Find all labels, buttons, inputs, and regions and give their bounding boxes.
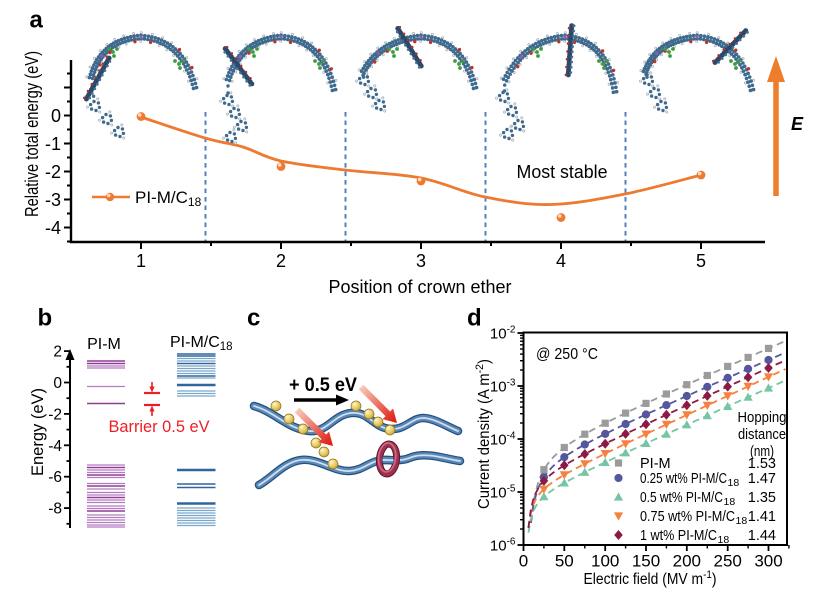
svg-text:Current density (A m-2): Current density (A m-2) bbox=[474, 359, 493, 509]
svg-text:1.44: 1.44 bbox=[748, 528, 776, 544]
svg-text:distance: distance bbox=[738, 427, 786, 443]
svg-text:-2: -2 bbox=[45, 162, 61, 182]
svg-text:-1: -1 bbox=[45, 134, 61, 154]
svg-text:18: 18 bbox=[724, 496, 736, 508]
svg-text:-4: -4 bbox=[45, 218, 61, 238]
svg-text:-4: -4 bbox=[48, 438, 62, 455]
svg-text:PI-M/C18: PI-M/C18 bbox=[170, 334, 233, 353]
svg-text:Energy (eV): Energy (eV) bbox=[29, 388, 47, 476]
svg-text:0.5 wt% PI-M/C: 0.5 wt% PI-M/C bbox=[640, 490, 723, 506]
svg-text:250: 250 bbox=[714, 552, 742, 571]
svg-text:100: 100 bbox=[591, 552, 619, 571]
svg-text:5: 5 bbox=[696, 251, 706, 271]
svg-text:18: 18 bbox=[736, 515, 748, 527]
svg-text:Barrier 0.5 eV: Barrier 0.5 eV bbox=[109, 417, 211, 436]
svg-text:Position of crown ether: Position of crown ether bbox=[328, 277, 511, 297]
svg-text:+ 0.5 eV: + 0.5 eV bbox=[289, 375, 357, 396]
svg-text:3: 3 bbox=[416, 251, 426, 271]
svg-text:PI-M: PI-M bbox=[640, 456, 671, 472]
svg-text:Relative total energy (eV): Relative total energy (eV) bbox=[22, 51, 42, 217]
svg-text:50: 50 bbox=[555, 552, 574, 571]
svg-text:-8: -8 bbox=[48, 501, 62, 518]
svg-text:b: b bbox=[38, 304, 53, 331]
svg-text:Hopping: Hopping bbox=[738, 410, 787, 426]
svg-text:0: 0 bbox=[53, 375, 62, 392]
svg-text:1: 1 bbox=[136, 251, 146, 271]
svg-text:1.47: 1.47 bbox=[748, 471, 776, 487]
svg-text:300: 300 bbox=[754, 552, 782, 571]
svg-text:0: 0 bbox=[51, 106, 61, 126]
svg-text:18: 18 bbox=[718, 534, 730, 546]
svg-text:2: 2 bbox=[53, 344, 62, 361]
svg-text:E: E bbox=[791, 114, 804, 134]
svg-text:200: 200 bbox=[673, 552, 701, 571]
svg-text:1 wt% PI-M/C: 1 wt% PI-M/C bbox=[640, 528, 717, 544]
svg-text:c: c bbox=[247, 304, 260, 331]
svg-text:4: 4 bbox=[556, 251, 566, 271]
svg-text:1.35: 1.35 bbox=[748, 490, 776, 506]
svg-text:0: 0 bbox=[519, 552, 528, 571]
svg-text:2: 2 bbox=[276, 251, 286, 271]
svg-text:-3: -3 bbox=[45, 190, 61, 210]
svg-text:a: a bbox=[30, 7, 44, 34]
svg-text:-6: -6 bbox=[48, 469, 62, 486]
svg-text:150: 150 bbox=[632, 552, 660, 571]
svg-text:Electric field (MV m-1): Electric field (MV m-1) bbox=[584, 569, 717, 588]
svg-text:PI-M/C18: PI-M/C18 bbox=[135, 188, 202, 209]
svg-text:Most stable: Most stable bbox=[517, 162, 608, 182]
svg-text:@ 250 °C: @ 250 °C bbox=[536, 346, 598, 363]
svg-text:-2: -2 bbox=[48, 406, 62, 423]
svg-text:1.53: 1.53 bbox=[748, 456, 776, 472]
svg-text:18: 18 bbox=[728, 477, 740, 489]
svg-text:(nm): (nm) bbox=[750, 444, 774, 460]
svg-text:0.75 wt% PI-M/C: 0.75 wt% PI-M/C bbox=[640, 509, 735, 525]
svg-text:PI-M: PI-M bbox=[87, 336, 121, 353]
svg-text:d: d bbox=[467, 304, 482, 331]
svg-text:0.25 wt% PI-M/C: 0.25 wt% PI-M/C bbox=[640, 471, 727, 487]
svg-text:1.41: 1.41 bbox=[748, 509, 776, 525]
